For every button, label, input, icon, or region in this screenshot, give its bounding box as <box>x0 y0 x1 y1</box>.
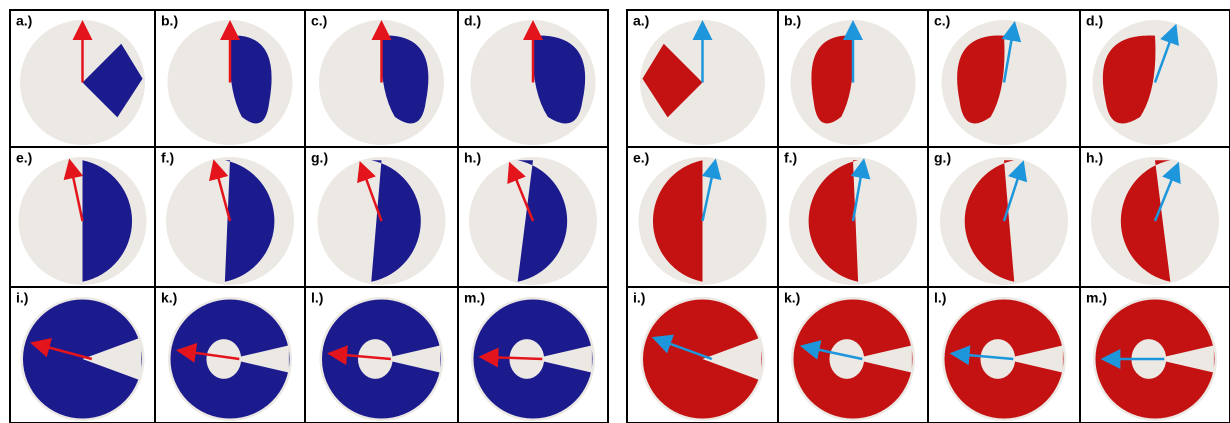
panel-label: b.) <box>161 12 178 28</box>
panel-label: i.) <box>16 289 28 305</box>
panel-label: m.) <box>1086 289 1107 305</box>
panel-label: a.) <box>633 12 649 28</box>
panel-label: f.) <box>784 149 797 165</box>
figure: a.) b.) c.) d.) e.) f.) g.) h.) i.) k.) l.) m.) a.) b… <box>0 0 1230 423</box>
panel-label: d.) <box>464 12 481 28</box>
panel-label: d.) <box>1086 12 1103 28</box>
panel-label: e.) <box>16 149 32 165</box>
panel-label: a.) <box>16 12 32 28</box>
panel-grid: a.) b.) c.) d.) e.) f.) g.) h.) i.) k.) l.) m.) <box>10 10 608 423</box>
panel-label: k.) <box>784 289 800 305</box>
panel-label: m.) <box>464 289 485 305</box>
panel-label: c.) <box>934 12 950 28</box>
panel-label: e.) <box>633 149 649 165</box>
panel-label: g.) <box>311 149 328 165</box>
panel-label: l.) <box>311 289 323 305</box>
panel-label: h.) <box>464 149 481 165</box>
panel-label: g.) <box>934 149 951 165</box>
panel-label: h.) <box>1086 149 1103 165</box>
panel-label: c.) <box>311 12 327 28</box>
panel-grid: a.) b.) c.) d.) e.) f.) g.) h.) i.) k.) l.) m.) <box>627 10 1230 423</box>
panel-label: b.) <box>784 12 801 28</box>
panel-label: l.) <box>934 289 946 305</box>
panel-label: f.) <box>161 149 174 165</box>
panel-label: i.) <box>633 289 645 305</box>
panel-label: k.) <box>161 289 177 305</box>
